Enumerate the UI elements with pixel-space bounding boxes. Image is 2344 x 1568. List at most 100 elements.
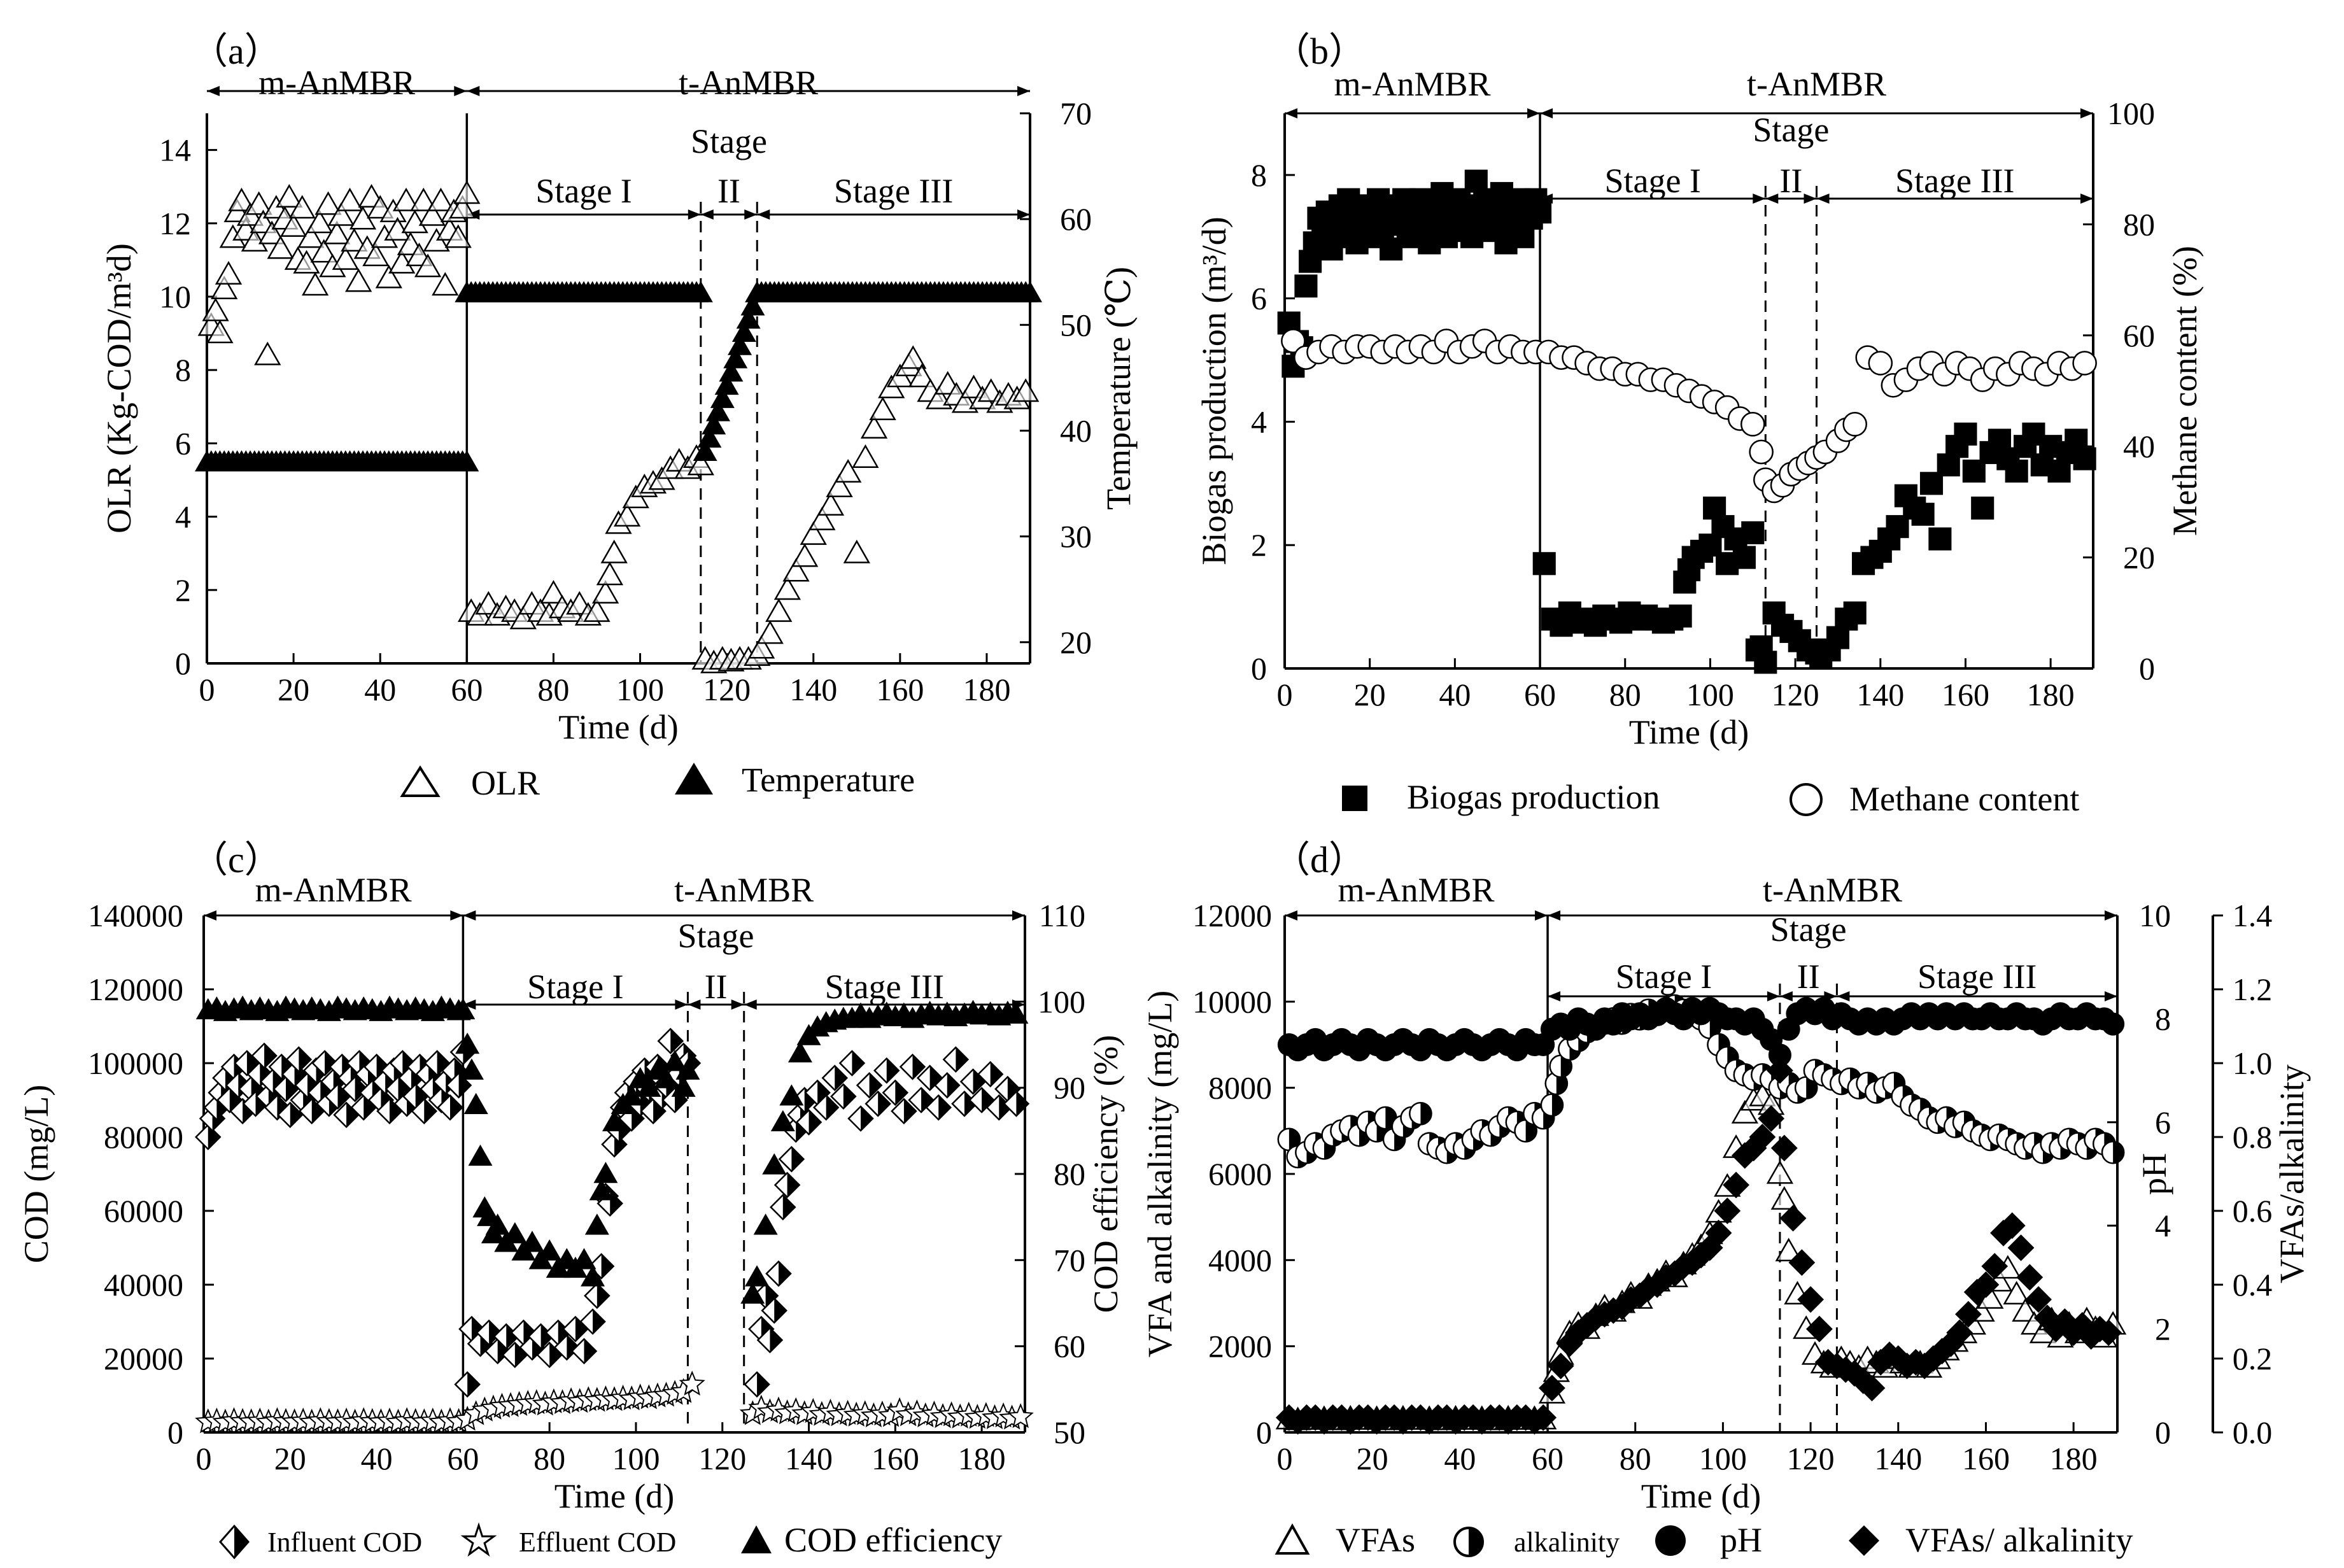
y3-tick-label: 0.6 [2233,1193,2273,1229]
data-point [1770,1134,1798,1162]
data-point [1277,1127,1301,1152]
x-tick-label: 180 [2027,677,2075,712]
legend-b-methane-marker [1790,783,1823,816]
data-point [657,1028,684,1054]
legend-c: Influent COD Effluent COD COD efficiency [219,1521,1002,1560]
y-tick-label: 8000 [1208,1070,1272,1106]
data-point [1911,502,1935,526]
data-point [1805,1315,1833,1343]
stage-arrow [700,209,758,220]
data-point [925,1094,952,1121]
data-point [332,246,359,270]
x-tick-label: 140 [1874,1441,1922,1476]
data-point [697,426,722,448]
data-point [314,191,342,215]
panel-label: （a） [191,31,281,72]
y2-tick-label: 6 [2155,1105,2171,1140]
data-point [773,1171,801,1199]
data-point [1843,601,1867,625]
data-point [1972,1271,2000,1298]
y2-tick-label: 80 [1054,1156,1085,1192]
data-point [2016,1264,2044,1291]
data-point [1705,1219,1732,1247]
panel-label: （d） [1273,839,1366,880]
data-point [1669,604,1692,628]
data-point [2095,1319,2122,1346]
phase-label: t-AnMBR [1763,871,1902,909]
x-tick-label: 20 [1357,1441,1388,1476]
data-point [493,1323,520,1350]
y-tick-label: 2000 [1208,1329,1272,1364]
data-point [1768,1043,1791,1067]
y3-tick-label: 1.4 [2233,898,2273,933]
data-point [388,250,416,274]
data-point [1858,1374,1886,1402]
data-point [1749,439,1774,465]
y-tick-label: 4000 [1208,1242,1272,1278]
legend-a-temp-marker [675,763,713,795]
data-point [688,281,713,302]
x-tick-label: 60 [451,672,483,707]
y-axis-label: Biogas production (m³/d) [1195,216,1233,565]
data-point [1529,200,1552,224]
data-point [202,297,229,321]
data-point [869,397,896,421]
data-point [1749,1124,1776,1150]
stage-label: Stage III [834,172,953,210]
data-point [593,1162,618,1183]
legend-d-ph-label: pH [1720,1521,1762,1559]
data-point [1946,1319,1973,1346]
y-tick-label: 14 [159,132,191,168]
y-tick-label: 10 [159,279,191,314]
y-tick-label: 6 [1251,281,1267,316]
data-point [1281,328,1306,353]
legend-a: OLR Temperature [400,761,915,802]
panel-label: （c） [191,839,281,880]
data-point [375,264,402,288]
data-point [432,272,459,296]
y2-tick-label: 80 [2123,206,2155,242]
data-point [1758,1105,1785,1132]
x-axis-label: Time (d) [558,708,679,746]
stage-label: II [1797,957,1820,996]
x-tick-label: 140 [789,672,837,707]
x-tick-label: 80 [537,672,569,707]
x-tick-label: 20 [274,1441,306,1476]
legend-a-olr-label: OLR [471,764,540,802]
x-tick-label: 40 [1439,677,1471,712]
y-tick-label: 8 [1251,157,1267,193]
data-point [572,1248,597,1269]
y2-tick-label: 60 [2123,318,2155,353]
phase-arrow [204,910,463,921]
data-point [637,1075,661,1097]
data-point [414,253,442,278]
data-point [602,1110,626,1132]
phase-label: m-AnMBR [258,64,415,102]
stage-arrow [1837,991,2117,1001]
data-point [589,1179,614,1201]
data-point [455,450,479,472]
data-point [728,334,752,355]
data-point [285,1046,313,1073]
data-point [1770,1186,1798,1210]
data-point [600,539,628,563]
y2-tick-label: 40 [2123,428,2155,464]
data-point [756,620,784,644]
y-axis-label: OLR (Kg-COD/m³d) [100,243,138,533]
legend-c-effluent-marker [460,1522,497,1557]
data-point [765,598,793,622]
data-point [1530,1404,1557,1431]
data-point [2069,1311,2096,1339]
data-point [740,294,765,316]
data-point [723,347,748,369]
data-point [1003,1091,1030,1117]
legend-d-alk-label: alkalinity [1514,1527,1620,1558]
data-point [341,1075,369,1103]
x-tick-label: 0 [199,672,215,707]
x-tick-label: 100 [616,672,664,707]
data-point [509,605,537,630]
data-point [812,1094,840,1121]
x-tick-label: 20 [278,672,309,707]
data-point [1740,1134,1767,1162]
data-point [663,1050,688,1071]
